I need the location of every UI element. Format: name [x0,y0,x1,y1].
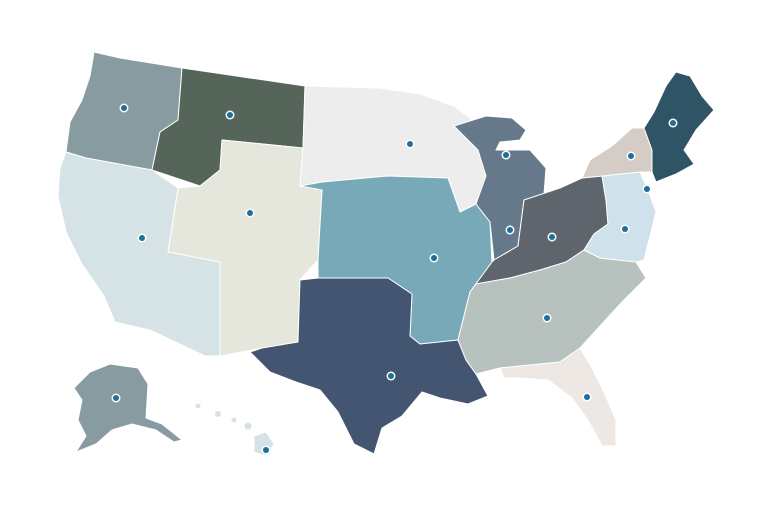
marker-southeast[interactable] [542,313,552,323]
marker-upper-midwest[interactable] [405,139,415,149]
location-markers [111,103,678,455]
marker-mid-atlantic[interactable] [620,224,630,234]
marker-alaska[interactable] [111,393,121,403]
marker-hawaii[interactable] [261,445,271,455]
marker-michigan[interactable] [501,150,511,160]
marker-pacific-northwest[interactable] [119,103,129,113]
marker-new-york[interactable] [626,151,636,161]
marker-florida[interactable] [582,392,592,402]
marker-mountain-north[interactable] [225,110,235,120]
region-new-york[interactable] [581,127,653,179]
region-great-lakes[interactable] [453,115,547,261]
region-southwest[interactable] [57,151,221,357]
marker-ohio-valley[interactable] [547,232,557,242]
region-southeast[interactable] [457,249,647,375]
marker-southwest[interactable] [137,233,147,243]
region-new-england[interactable] [643,71,715,183]
region-florida[interactable] [499,347,617,447]
marker-plains[interactable] [429,253,439,263]
marker-indiana[interactable] [505,225,515,235]
region-alaska[interactable] [73,363,183,453]
marker-mountain-south[interactable] [245,208,255,218]
region-south-central[interactable] [249,277,489,455]
marker-new-england[interactable] [668,118,678,128]
marker-south-central[interactable] [386,371,396,381]
marker-new-jersey[interactable] [642,184,652,194]
